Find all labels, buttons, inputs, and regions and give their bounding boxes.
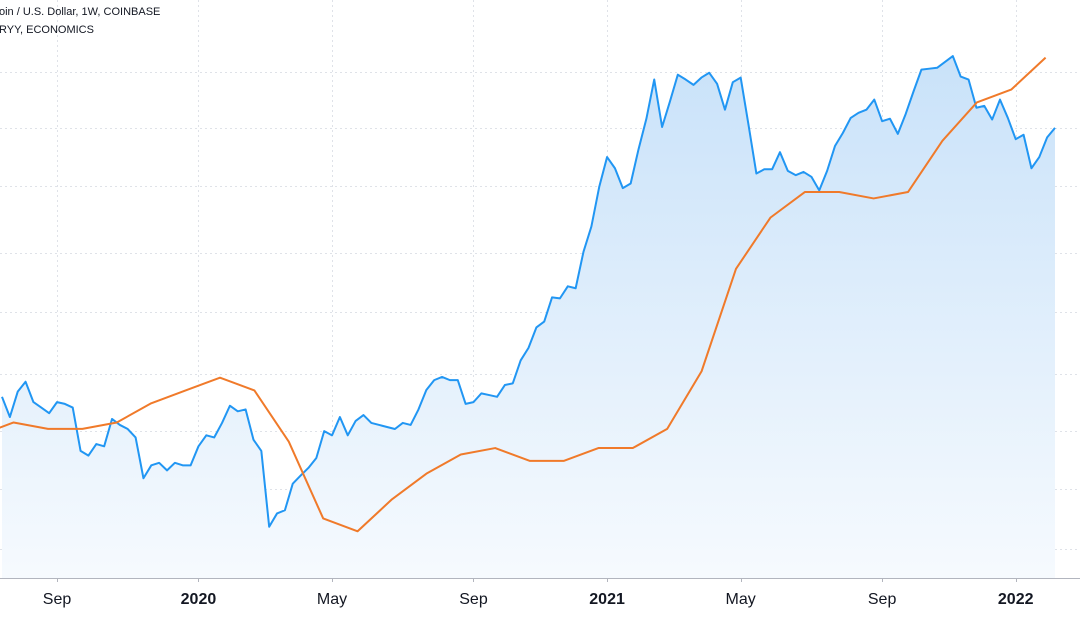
x-tick-label: 2020 xyxy=(181,591,217,608)
legend-entry: oin / U.S. Dollar, 1W, COINBASE xyxy=(0,6,160,18)
x-tick-label: May xyxy=(726,591,756,608)
x-tick-label: Sep xyxy=(868,591,897,608)
legend-entry: RYY, ECONOMICS xyxy=(0,24,94,36)
x-tick-label: 2022 xyxy=(998,591,1034,608)
price-line xyxy=(1,55,1056,528)
x-tick-label: Sep xyxy=(459,591,488,608)
indicator-line xyxy=(0,56,1047,533)
plot-area xyxy=(0,55,1056,578)
x-tick-label: 2021 xyxy=(589,591,625,608)
x-axis: Sep 2020 May Sep 2021 May Sep 2022 xyxy=(43,578,1034,608)
x-tick-label: Sep xyxy=(43,591,72,608)
area-fill xyxy=(2,56,1055,578)
x-tick-label: May xyxy=(317,591,347,608)
